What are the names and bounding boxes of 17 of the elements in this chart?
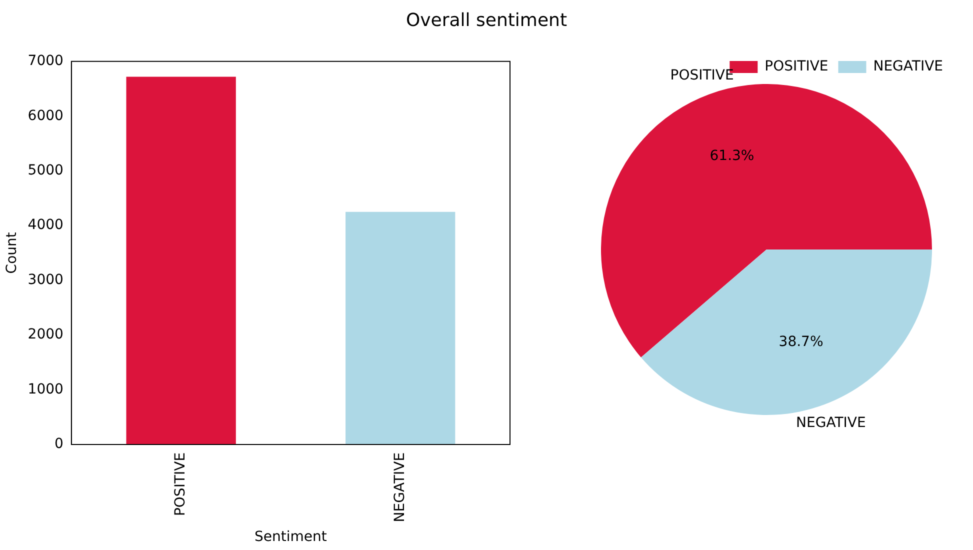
y-tick-label: 6000 xyxy=(28,108,64,124)
legend-label: NEGATIVE xyxy=(873,58,944,75)
y-tick-label: 3000 xyxy=(28,272,64,288)
data-label: 38.7% xyxy=(778,334,824,350)
y-tick-label: 5000 xyxy=(28,162,64,178)
y-tick-label: 0 xyxy=(54,436,64,452)
y-tick-label: 1000 xyxy=(28,381,64,398)
chart-title: Overall sentiment xyxy=(404,10,568,31)
slice-label: NEGATIVE xyxy=(796,414,866,431)
y-tick-label: 7000 xyxy=(28,53,64,70)
x-axis-title: Sentiment xyxy=(254,529,328,546)
y-tick-label: 2000 xyxy=(28,326,64,343)
legend-label: POSITIVE xyxy=(764,58,828,75)
slice-label: POSITIVE xyxy=(670,67,734,84)
data-label: 61.3% xyxy=(710,148,754,164)
y-tick-label: 4000 xyxy=(28,217,64,234)
y-axis-title: Count xyxy=(4,232,20,274)
